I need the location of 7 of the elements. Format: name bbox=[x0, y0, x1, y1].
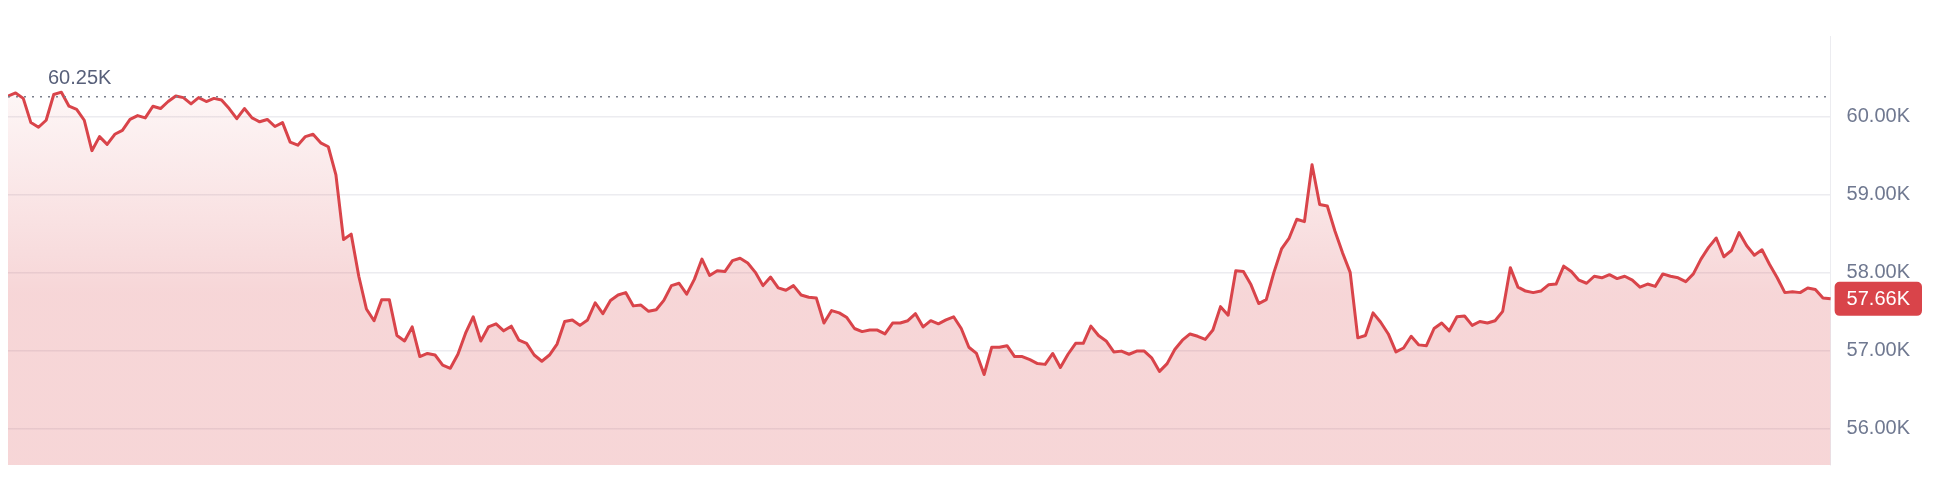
y-tick-label: 60.00K bbox=[1846, 103, 1911, 126]
y-tick-label: 57.00K bbox=[1846, 337, 1911, 360]
y-tick-label: 58.00K bbox=[1846, 259, 1911, 282]
text: 57.66K bbox=[1846, 287, 1911, 310]
y-tick-label: 56.00K bbox=[1846, 415, 1911, 438]
ref-line-label: 60.25K bbox=[48, 66, 113, 89]
y-tick-label: 59.00K bbox=[1846, 181, 1911, 204]
